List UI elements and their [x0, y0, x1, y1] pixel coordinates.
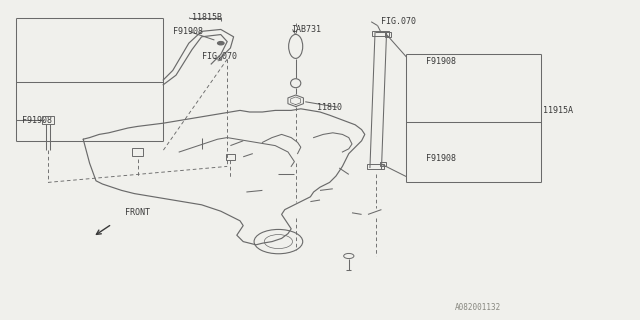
Bar: [367, 164, 384, 169]
Text: FIG.070: FIG.070: [381, 17, 416, 26]
Bar: [132, 148, 143, 156]
Text: A082001132: A082001132: [454, 303, 500, 312]
Bar: [380, 162, 386, 166]
Text: 11815B: 11815B: [192, 13, 222, 22]
Text: IAB731: IAB731: [291, 25, 321, 34]
Bar: [385, 32, 391, 37]
Text: F91908: F91908: [426, 57, 456, 66]
Bar: [42, 116, 54, 124]
Bar: [372, 31, 389, 36]
Text: FIG.070: FIG.070: [202, 52, 237, 61]
Text: F91908: F91908: [22, 116, 52, 124]
Text: 11915A: 11915A: [543, 106, 573, 115]
Text: F91908: F91908: [426, 154, 456, 163]
Bar: [226, 154, 235, 160]
Text: FRONT: FRONT: [125, 208, 150, 217]
Circle shape: [218, 42, 224, 45]
Text: 11810: 11810: [317, 103, 342, 112]
Text: F91908: F91908: [173, 27, 203, 36]
